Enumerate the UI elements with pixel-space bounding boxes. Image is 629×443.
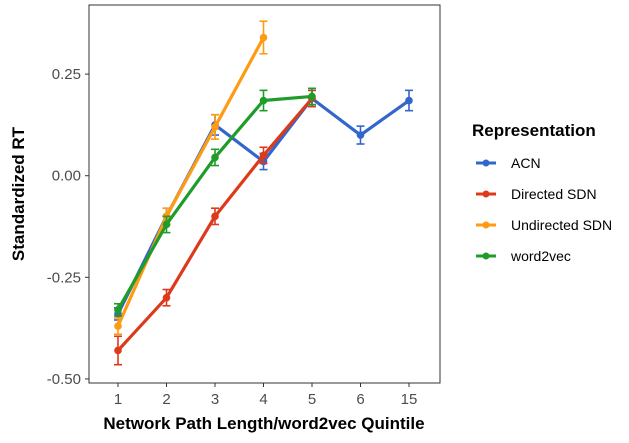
y-tick-label: -0.25 bbox=[47, 269, 81, 286]
y-tick-label: 0.25 bbox=[52, 66, 81, 83]
legend-item: Directed SDN bbox=[476, 186, 597, 202]
legend-swatch-point bbox=[482, 221, 490, 229]
data-point bbox=[211, 212, 219, 221]
data-point bbox=[211, 153, 219, 162]
data-point bbox=[162, 220, 171, 229]
x-tick-label: 2 bbox=[162, 391, 170, 408]
legend-label: Directed SDN bbox=[511, 186, 597, 202]
legend-label: ACN bbox=[511, 155, 541, 171]
x-tick-label: 4 bbox=[259, 391, 267, 408]
data-point bbox=[308, 92, 316, 101]
legend-swatch-point bbox=[482, 159, 490, 167]
series-word2vec bbox=[114, 87, 316, 317]
legend-title: Representation bbox=[472, 121, 596, 140]
x-tick-label: 1 bbox=[114, 391, 122, 408]
legend: Representation ACN Directed SDN Undirected… bbox=[472, 121, 612, 264]
x-tick-label: 15 bbox=[401, 391, 418, 408]
series-line bbox=[116, 36, 265, 327]
y-tick-label: -0.50 bbox=[47, 371, 81, 388]
x-axis: 1 2 3 4 5 6 15 bbox=[114, 383, 418, 408]
x-axis-title: Network Path Length/word2vec Quintile bbox=[103, 414, 424, 433]
legend-label: Undirected SDN bbox=[511, 217, 612, 233]
data-point bbox=[114, 346, 122, 355]
legend-label: word2vec bbox=[510, 248, 571, 264]
x-tick-label: 3 bbox=[211, 391, 219, 408]
data-point bbox=[405, 96, 413, 105]
data-point bbox=[259, 96, 268, 105]
legend-item: ACN bbox=[476, 155, 541, 171]
data-point bbox=[114, 306, 122, 314]
legend-item: Undirected SDN bbox=[476, 217, 612, 233]
y-tick-label: 0.00 bbox=[52, 168, 81, 185]
x-tick-label: 5 bbox=[308, 391, 316, 408]
y-axis: -0.50 -0.25 0.00 0.25 bbox=[47, 66, 89, 388]
legend-item: word2vec bbox=[476, 248, 571, 264]
data-point bbox=[211, 123, 219, 131]
legend-swatch-point bbox=[482, 252, 490, 260]
y-axis-title: Standardized RT bbox=[9, 126, 28, 261]
series-layer bbox=[114, 20, 413, 366]
data-point bbox=[259, 33, 268, 42]
data-point bbox=[356, 131, 365, 139]
legend-swatch-point bbox=[482, 190, 490, 198]
x-tick-label: 6 bbox=[356, 391, 364, 408]
data-point bbox=[114, 322, 122, 330]
data-point bbox=[162, 293, 171, 302]
data-point bbox=[259, 151, 268, 160]
